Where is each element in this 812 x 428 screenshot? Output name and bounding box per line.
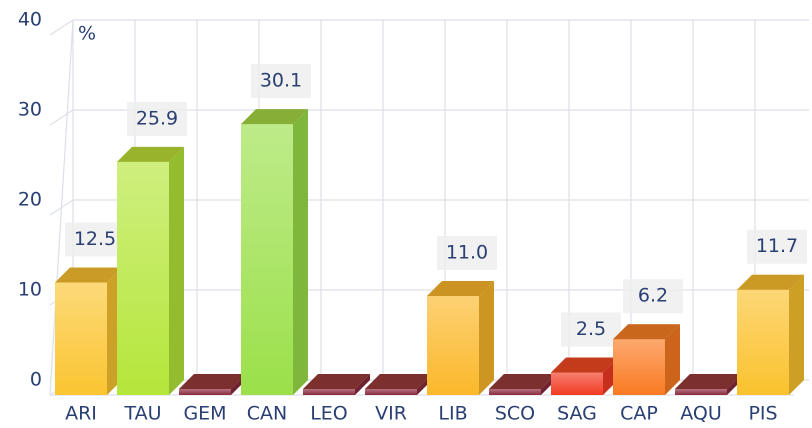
bar-group [489,374,556,395]
bar-top-shade [241,109,308,125]
bar-top [613,324,680,340]
bar-top-shade [365,374,432,389]
x-tick-label: AQU [680,403,722,425]
grid-line-side [49,19,74,36]
bar-shine [737,289,789,395]
x-tick-label: SCO [495,403,535,425]
x-tick-label: CAP [620,403,658,425]
grid-line-side [49,199,74,216]
bar-top-shade [489,374,556,389]
bar-shine [241,124,293,395]
bar-top-shade [613,324,680,340]
bar-top-shade [117,146,184,162]
bar-side-shade [789,274,804,395]
bar-side-shade [293,109,308,395]
y-tick-label: 0 [30,369,42,391]
bar-shine [551,372,603,395]
bar-group [117,146,184,395]
bar-top [179,374,246,389]
bar-top-shade [179,374,246,389]
bar-group [737,274,804,395]
bar-top [489,374,556,389]
value-label: 11.0 [446,242,488,264]
y-axis-label: % [78,23,96,45]
bar-top-shade [55,267,122,283]
bar-shine [303,389,355,395]
value-label: 30.1 [260,70,302,92]
x-tick-label: PIS [748,403,777,425]
bar-top-shade [427,281,494,296]
bar-side [293,109,308,395]
x-tick-label: GEM [183,403,226,425]
bar-group [303,374,370,395]
y-tick-label: 40 [18,9,42,31]
value-label-bg [251,64,311,99]
value-label-bg [623,279,683,314]
bar-side-shade [169,146,184,395]
bar-side [355,374,370,395]
bar-side [665,324,680,395]
bar-group [427,281,494,395]
value-label: 6.2 [638,285,668,307]
bar-group [241,109,308,395]
bar-shine [675,389,727,395]
value-label: 12.5 [74,228,116,250]
value-label: 11.7 [756,235,798,257]
bar-top-shade [737,274,804,290]
bar-top [365,374,432,389]
bar-group [365,374,432,395]
bar-top [303,374,370,389]
bar-shine [179,389,231,395]
bar-top [427,281,494,296]
grid-line-side [49,109,74,126]
bar-shine [55,282,107,395]
x-tick-label: LIB [438,403,467,425]
bar-group [551,357,618,395]
x-tick-label: ARI [65,403,97,425]
value-label-bg [747,229,807,264]
x-tick-label: TAU [123,403,161,425]
bar-top [737,274,804,290]
x-tick-label: SAG [557,403,597,425]
bar-group [179,374,246,395]
x-tick-label: CAN [247,403,287,425]
bar-shine [365,389,417,395]
value-label-bg [561,312,621,347]
bar-group [55,267,122,395]
value-label: 2.5 [576,318,606,340]
bar-top-shade [303,374,370,389]
value-label: 25.9 [136,107,178,129]
bar-top [241,109,308,125]
bar-top-shade [675,374,742,389]
bar-side [789,274,804,395]
bar-shine [427,296,479,395]
bar-top [117,146,184,162]
bar-side [169,146,184,395]
bar-group [613,324,680,395]
value-label-bg [437,236,497,270]
bar-top [675,374,742,389]
bar-side-shade [355,374,370,395]
bar-top [551,357,618,373]
bar-shine [117,161,169,395]
bar-top-shade [551,357,618,373]
value-label-bg [65,222,125,257]
bar-group [675,374,742,395]
y-tick-label: 20 [18,189,42,211]
bar-side-shade [479,281,494,395]
bar-top [55,267,122,283]
y-tick-label: 10 [18,279,42,301]
bar-shine [489,389,541,395]
x-tick-label: VIR [375,403,407,425]
y-tick-label: 30 [18,99,42,121]
value-label-bg [127,101,187,136]
x-tick-label: LEO [310,403,348,425]
bar-shine [613,339,665,395]
bar-side [479,281,494,395]
bar-side-shade [665,324,680,395]
